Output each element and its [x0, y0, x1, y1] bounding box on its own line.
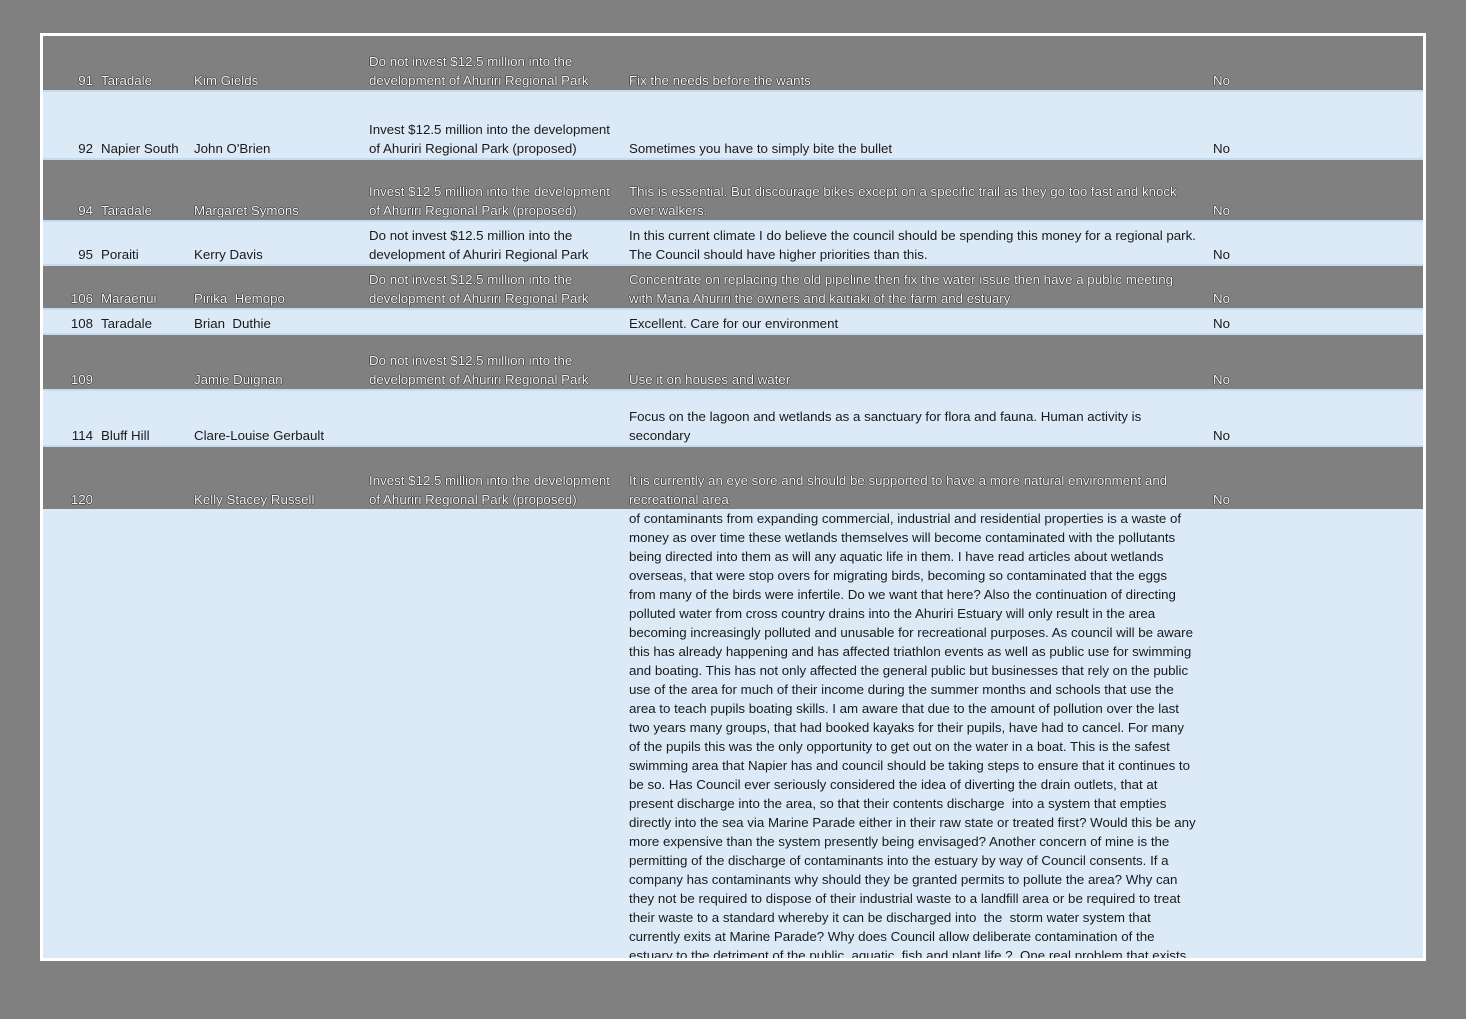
row-suburb: Taradale	[101, 203, 153, 218]
row-option: Invest $12.5 million into the developmen…	[369, 184, 614, 218]
row-id: 94	[78, 203, 93, 218]
row-name: Brian Duthie	[194, 316, 271, 331]
row-speak: No	[1203, 509, 1423, 958]
table-row[interactable]: 92 Napier South John O'Brien Invest $12.…	[43, 92, 1423, 160]
row-name: Kerry Davis	[194, 247, 263, 262]
table-row[interactable]: 123 Greenmeadows Ron Wareham of contamin…	[43, 509, 1423, 961]
table-row[interactable]: 120 Kelly Stacey Russell Invest $12.5 mi…	[43, 447, 1423, 509]
table-row[interactable]: 95 Poraiti Kerry Davis Do not invest $12…	[43, 222, 1423, 266]
row-id-suburb: 120	[43, 447, 188, 509]
row-comment-text: of contaminants from expanding commercia…	[629, 511, 1196, 961]
row-id: 109	[70, 372, 93, 387]
spreadsheet-frame: 91 Taradale Kim Gields Do not invest $12…	[40, 33, 1426, 961]
row-speak: No	[1213, 291, 1230, 306]
row-id: 114	[71, 428, 93, 443]
row-name: John O'Brien	[194, 141, 271, 156]
row-suburb: Taradale	[101, 316, 153, 331]
row-id-suburb: 114 Bluff Hill	[43, 391, 188, 445]
row-speak: No	[1213, 141, 1230, 156]
row-id-suburb: 123 Greenmeadows	[43, 509, 188, 958]
table-row[interactable]: 114 Bluff Hill Clare-Louise Gerbault Foc…	[43, 391, 1423, 447]
row-option	[363, 391, 623, 445]
row-comment: This is essential. But discourage bikes …	[629, 184, 1181, 218]
table-row[interactable]: 106 Maraenui Pirika Hemopo Do not invest…	[43, 266, 1423, 310]
row-comment: Excellent. Care for our environment	[629, 316, 839, 331]
row-option: Do not invest $12.5 million into the dev…	[369, 54, 589, 88]
row-speak: No	[1213, 428, 1230, 443]
row-id-suburb: 92 Napier South	[43, 92, 188, 158]
row-id-suburb: 108 Taradale	[43, 310, 188, 333]
row-id-suburb: 109	[43, 335, 188, 389]
table-row[interactable]: 108 Taradale Brian Duthie Excellent. Car…	[43, 310, 1423, 335]
row-comment: Use it on houses and water	[629, 372, 791, 387]
row-comment: Fix the needs before the wants	[629, 73, 811, 88]
row-id: 106	[70, 291, 93, 306]
row-id: 108	[70, 316, 93, 331]
row-suburb: Poraiti	[101, 247, 139, 262]
row-option: Do not invest $12.5 million into the dev…	[369, 272, 589, 306]
row-name: Jamie Duignan	[194, 372, 283, 387]
table-row[interactable]: 94 Taradale Margaret Symons Invest $12.5…	[43, 160, 1423, 222]
row-option	[363, 509, 623, 958]
row-name: Kelly Stacey Russell	[194, 492, 315, 507]
row-id: 120	[70, 492, 93, 507]
row-comment: In this current climate I do believe the…	[629, 228, 1200, 262]
row-comment: It is currently an eye sore and should b…	[629, 473, 1171, 507]
row-speak: No	[1213, 73, 1230, 88]
row-id: 95	[78, 247, 93, 262]
row-suburb: Napier South	[101, 141, 179, 156]
row-comment: Focus on the lagoon and wetlands as a sa…	[629, 409, 1145, 443]
row-suburb: Taradale	[101, 73, 153, 88]
row-speak: No	[1213, 316, 1230, 331]
row-id-suburb: 91 Taradale	[43, 36, 188, 90]
row-option: Invest $12.5 million into the developmen…	[369, 122, 614, 156]
row-comment: Sometimes you have to simply bite the bu…	[629, 141, 893, 156]
row-id-suburb: 106 Maraenui	[43, 266, 188, 308]
row-speak: No	[1213, 372, 1230, 387]
row-speak: No	[1213, 203, 1230, 218]
row-id-suburb: 95 Poraiti	[43, 222, 188, 264]
row-option: Do not invest $12.5 million into the dev…	[369, 228, 589, 262]
row-id-suburb: 94 Taradale	[43, 160, 188, 220]
row-option: Do not invest $12.5 million into the dev…	[369, 353, 589, 387]
row-name: Pirika Hemopo	[194, 291, 285, 306]
row-name: Kim Gields	[194, 73, 259, 88]
row-suburb: Bluff Hill	[101, 428, 150, 443]
row-speak: No	[1213, 247, 1230, 262]
row-suburb: Maraenui	[101, 291, 157, 306]
row-name: Margaret Symons	[194, 203, 299, 218]
row-option: Invest $12.5 million into the developmen…	[369, 473, 614, 507]
spreadsheet-rows-container[interactable]: 91 Taradale Kim Gields Do not invest $12…	[43, 36, 1423, 961]
row-comment: of contaminants from expanding commercia…	[623, 509, 1203, 961]
row-name: Clare-Louise Gerbault	[194, 428, 325, 443]
row-id: 91	[78, 73, 93, 88]
row-comment: Concentrate on replacing the old pipelin…	[629, 272, 1177, 306]
row-id: 92	[78, 141, 93, 156]
table-row[interactable]: 109 Jamie Duignan Do not invest $12.5 mi…	[43, 335, 1423, 391]
row-speak: No	[1213, 492, 1230, 507]
table-row[interactable]: 91 Taradale Kim Gields Do not invest $12…	[43, 36, 1423, 92]
row-name: Ron Wareham	[188, 509, 363, 958]
row-option	[363, 310, 623, 333]
